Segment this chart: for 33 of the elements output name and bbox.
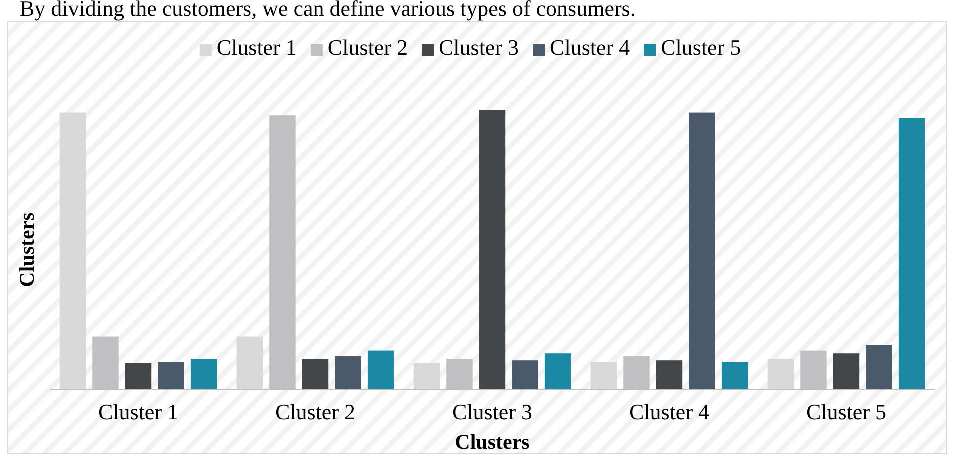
bar: [833, 354, 860, 390]
bar: [479, 110, 506, 390]
legend-label: Cluster 3: [438, 35, 520, 60]
bar: [768, 359, 794, 390]
bar: [335, 356, 362, 390]
bar: [236, 336, 264, 390]
bar: [125, 363, 152, 390]
bar: [368, 350, 394, 390]
text: By dividing the customers, we can define various types of consumers.: [20, 0, 636, 21]
bar: [722, 362, 748, 390]
bar: [689, 112, 716, 390]
bar: [60, 112, 86, 390]
x-axis-title: Clusters: [455, 430, 530, 454]
legend-label: Cluster 4: [550, 35, 630, 60]
legend-label: Cluster 5: [661, 35, 742, 60]
legend-label: Cluster 1: [216, 35, 297, 60]
x-tick-label: Cluster 3: [452, 400, 533, 425]
bar: [158, 362, 184, 390]
legend-label: Cluster 2: [328, 35, 408, 60]
x-tick-label: Cluster 5: [806, 400, 887, 425]
bar: [866, 345, 892, 390]
bar: [656, 360, 683, 390]
bar: [512, 360, 538, 390]
y-axis-title: Clusters: [15, 212, 39, 288]
bar: [544, 354, 572, 390]
x-tick-label: Cluster 4: [629, 400, 710, 425]
bar: [898, 118, 926, 390]
bar: [414, 363, 440, 390]
x-tick-label: Cluster 1: [98, 400, 179, 425]
x-tick-label: Cluster 2: [275, 400, 356, 425]
bar: [302, 359, 329, 390]
bar: [190, 359, 218, 390]
bar: [590, 362, 618, 390]
